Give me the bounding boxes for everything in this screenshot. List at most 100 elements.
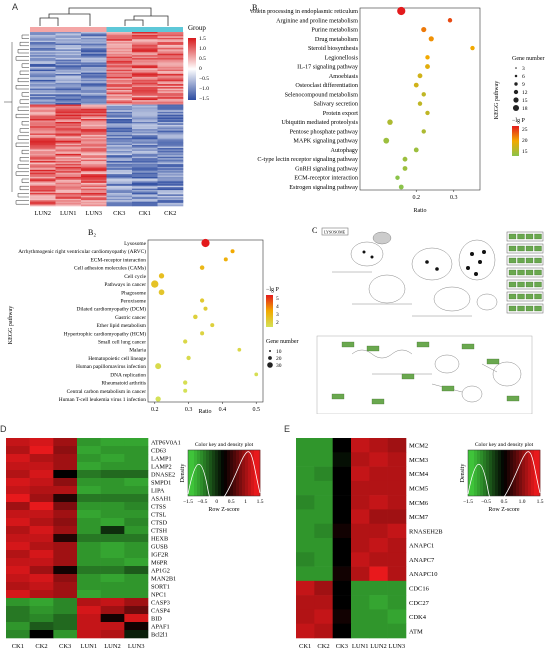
heatmap-cell [30, 201, 56, 204]
heatmap-cell [132, 82, 158, 85]
panel-e-letter: E [284, 424, 291, 434]
heatmap-cell [387, 452, 407, 467]
heatmap-cell [81, 201, 107, 204]
heatmap-cell [157, 78, 184, 81]
heatmap-cell [30, 190, 56, 192]
heatmap-cell [124, 510, 149, 519]
heatmap-cell [157, 72, 184, 75]
heatmap-cell [296, 523, 315, 539]
heatmap-cell [106, 100, 133, 102]
heatmap-cell [55, 72, 82, 75]
heatmap-cell [30, 85, 56, 88]
heatmap-cell [106, 175, 133, 178]
heatmap-cell [132, 108, 158, 111]
heatmap-cell [157, 50, 184, 53]
heatmap-cell [81, 62, 107, 65]
heatmap-cell [132, 45, 158, 47]
heatmap-cell [106, 34, 133, 37]
heatmap-cell [55, 158, 82, 160]
heatmap-cell [157, 152, 184, 155]
category-label: ECM-receptor interaction [294, 175, 358, 182]
heatmap-cell [81, 182, 107, 185]
heatmap-cell [106, 156, 133, 159]
heatmap-cell [132, 117, 158, 120]
cell-diagram-upper [332, 231, 498, 317]
heatmap-cell [30, 92, 56, 95]
heatmap-cell [55, 39, 82, 41]
heatmap-cell [30, 124, 56, 127]
heatmap-cell [106, 134, 133, 137]
key-gradient-step [203, 450, 207, 496]
heatmap-cell [157, 142, 184, 144]
heatmap-cell [81, 139, 107, 142]
heatmap-cell [81, 133, 107, 136]
enzyme-box [517, 245, 525, 252]
heatmap-cell [53, 454, 78, 463]
heatmap-cell [55, 145, 82, 147]
heatmap-cell [30, 111, 56, 114]
heatmap-cell [30, 179, 56, 182]
heatmap-cell [6, 510, 30, 519]
heatmap-cell [157, 65, 184, 68]
category-label: Purine metabolism [311, 27, 358, 34]
heatmap-cell [132, 185, 158, 188]
heatmap-cell [106, 200, 133, 202]
enzyme-group-box [506, 231, 544, 242]
heatmap-cell [387, 509, 407, 525]
heatmap-cell [81, 152, 107, 155]
heatmap-cell [55, 114, 82, 117]
data-point [395, 175, 400, 180]
heatmap-cell [132, 181, 158, 184]
heatmap-cell [106, 74, 133, 76]
heatmap-cell [132, 201, 158, 204]
data-point [421, 92, 426, 97]
heatmap-cell [81, 40, 107, 43]
heatmap-cell [81, 108, 107, 111]
heatmap-cell [100, 462, 125, 471]
heatmap-cell [30, 200, 56, 202]
key-tick-label: 1.0 [519, 499, 526, 505]
heatmap-cell [132, 63, 158, 66]
heatmap-cell [81, 142, 107, 144]
heatmap-cell [77, 470, 101, 479]
heatmap-cell [55, 204, 82, 207]
b2-x-axis-label: Ratio [199, 409, 212, 415]
enzyme-box [486, 358, 500, 365]
heatmap-cell [55, 100, 82, 102]
heatmap-cell [6, 526, 30, 535]
category-label: ECM-receptor interaction [90, 257, 146, 263]
heatmap-cell [81, 178, 107, 181]
key-tick-label: −1.5 [463, 499, 473, 505]
heatmap-cell [81, 134, 107, 137]
size-legend-label: 18 [522, 106, 528, 112]
heatmap-cell [30, 97, 56, 99]
heatmap-cell [124, 558, 149, 567]
heatmap-cell [30, 123, 56, 126]
category-label: DNA replication [110, 372, 146, 378]
key-gradient-step [200, 450, 204, 496]
heatmap-cell [55, 174, 82, 176]
heatmap-cell [30, 119, 56, 121]
heatmap-cell [132, 119, 158, 121]
heatmap-cell [157, 184, 184, 186]
heatmap-cell [369, 552, 388, 567]
heatmap-cell [53, 606, 78, 615]
heatmap-cell [81, 49, 107, 52]
heatmap-cell [157, 119, 184, 121]
heatmap-cell [55, 47, 82, 50]
heatmap-cell [100, 574, 125, 583]
heatmap-cell [132, 33, 158, 36]
heatmap-cell [106, 63, 133, 66]
row-dendrogram-branch [21, 121, 29, 126]
heatmap-cell [55, 62, 82, 65]
heatmap-cell [81, 197, 107, 200]
heatmap-cell [55, 165, 82, 168]
heatmap-cell [81, 130, 107, 133]
enzyme-box [461, 343, 475, 350]
heatmap-cell [100, 494, 125, 503]
heatmap-cell [157, 105, 184, 108]
heatmap-cell [132, 168, 158, 171]
heatmap-cell [81, 66, 107, 69]
